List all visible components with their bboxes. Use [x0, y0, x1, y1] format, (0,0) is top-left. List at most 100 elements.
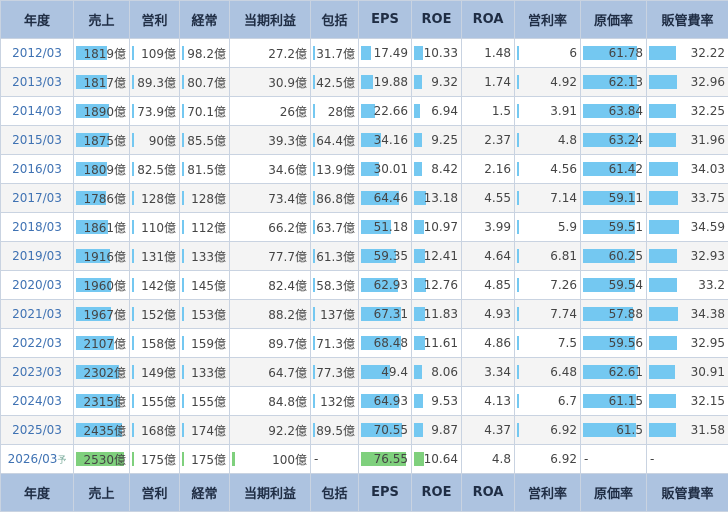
- cell-opm: 4.8: [515, 126, 581, 155]
- year-label[interactable]: 2019/03: [12, 249, 62, 263]
- header-net-income[interactable]: 当期利益: [230, 1, 311, 39]
- cell-value: 5.9: [558, 220, 577, 234]
- year-link[interactable]: 2021/03: [1, 300, 74, 329]
- cell-value: 34.59: [691, 220, 725, 234]
- year-link[interactable]: 2017/03: [1, 184, 74, 213]
- value-bar: [361, 46, 371, 60]
- value-bar: [313, 46, 315, 60]
- value-bar: [313, 336, 315, 350]
- year-label[interactable]: 2020/03: [12, 278, 62, 292]
- footer-comprehensive-income[interactable]: 包括: [311, 474, 359, 512]
- year-link[interactable]: 2022/03: [1, 329, 74, 358]
- year-link[interactable]: 2015/03: [1, 126, 74, 155]
- footer-net-income[interactable]: 当期利益: [230, 474, 311, 512]
- header-comprehensive-income[interactable]: 包括: [311, 1, 359, 39]
- value-bar: [517, 307, 519, 321]
- cell-cost: 59.54: [581, 271, 647, 300]
- cell-net: 73.4億: [230, 184, 311, 213]
- year-link[interactable]: 2016/03: [1, 155, 74, 184]
- year-link[interactable]: 2018/03: [1, 213, 74, 242]
- cell-sales: 2435億: [74, 416, 130, 445]
- year-label[interactable]: 2016/03: [12, 162, 62, 176]
- cell-eps: 17.49: [359, 39, 412, 68]
- cell-value: 66.2億: [268, 221, 307, 235]
- year-label[interactable]: 2015/03: [12, 133, 62, 147]
- footer-operating-profit[interactable]: 営利: [130, 474, 180, 512]
- cell-value: 61.78: [609, 46, 643, 60]
- year-link[interactable]: 2012/03: [1, 39, 74, 68]
- cell-sga: 33.2: [647, 271, 728, 300]
- footer-operating-margin[interactable]: 営利率: [515, 474, 581, 512]
- cell-value: 10.97: [424, 220, 458, 234]
- cell-roe: 9.32: [412, 68, 462, 97]
- value-bar: [132, 336, 134, 350]
- year-label[interactable]: 2023/03: [12, 365, 62, 379]
- header-sales[interactable]: 売上: [74, 1, 130, 39]
- header-eps[interactable]: EPS: [359, 1, 412, 39]
- footer-ordinary-profit[interactable]: 経常: [180, 474, 230, 512]
- cell-roe: 10.33: [412, 39, 462, 68]
- cell-value: -: [314, 452, 318, 466]
- cell-comp: 64.4億: [311, 126, 359, 155]
- cell-sga: 32.95: [647, 329, 728, 358]
- header-year[interactable]: 年度: [1, 1, 74, 39]
- header-operating-margin[interactable]: 営利率: [515, 1, 581, 39]
- cell-value: 90億: [149, 134, 176, 148]
- cell-value: 2.37: [484, 133, 511, 147]
- cell-value: 142億: [141, 279, 176, 293]
- cell-comp: 31.7億: [311, 39, 359, 68]
- year-link[interactable]: 2025/03: [1, 416, 74, 445]
- header-roa[interactable]: ROA: [462, 1, 515, 39]
- footer-year[interactable]: 年度: [1, 474, 74, 512]
- value-bar: [313, 191, 315, 205]
- value-bar: [132, 423, 134, 437]
- cell-cost: 61.5: [581, 416, 647, 445]
- footer-sales[interactable]: 売上: [74, 474, 130, 512]
- footer-roe[interactable]: ROE: [412, 474, 462, 512]
- year-label[interactable]: 2012/03: [12, 46, 62, 60]
- year-label[interactable]: 2025/03: [12, 423, 62, 437]
- cell-value: 61.42: [609, 162, 643, 176]
- cell-opm: 6.92: [515, 445, 581, 474]
- year-label[interactable]: 2013/03: [12, 75, 62, 89]
- value-bar: [313, 133, 315, 147]
- year-label[interactable]: 2022/03: [12, 336, 62, 350]
- year-label[interactable]: 2021/03: [12, 307, 62, 321]
- year-link[interactable]: 2026/03予: [1, 445, 74, 474]
- value-bar: [182, 75, 184, 89]
- cell-comp: 89.5億: [311, 416, 359, 445]
- year-label[interactable]: 2024/03: [12, 394, 62, 408]
- cell-value: 1967億: [83, 308, 126, 322]
- footer-sga-ratio[interactable]: 販管費率: [647, 474, 728, 512]
- year-link[interactable]: 2013/03: [1, 68, 74, 97]
- year-label[interactable]: 2018/03: [12, 220, 62, 234]
- cell-value: 6: [569, 46, 577, 60]
- header-cost-ratio[interactable]: 原価率: [581, 1, 647, 39]
- cell-value: 8.06: [431, 365, 458, 379]
- header-roe[interactable]: ROE: [412, 1, 462, 39]
- header-ordinary-profit[interactable]: 経常: [180, 1, 230, 39]
- footer-eps[interactable]: EPS: [359, 474, 412, 512]
- cell-net: 39.3億: [230, 126, 311, 155]
- cell-sga: 34.03: [647, 155, 728, 184]
- year-link[interactable]: 2014/03: [1, 97, 74, 126]
- footer-cost-ratio[interactable]: 原価率: [581, 474, 647, 512]
- value-bar: [517, 423, 519, 437]
- year-link[interactable]: 2023/03: [1, 358, 74, 387]
- year-link[interactable]: 2019/03: [1, 242, 74, 271]
- year-link[interactable]: 2024/03: [1, 387, 74, 416]
- cell-value: 1875億: [83, 134, 126, 148]
- year-link[interactable]: 2020/03: [1, 271, 74, 300]
- value-bar: [182, 278, 184, 292]
- header-sga-ratio[interactable]: 販管費率: [647, 1, 728, 39]
- year-label[interactable]: 2017/03: [12, 191, 62, 205]
- year-label[interactable]: 2014/03: [12, 104, 62, 118]
- value-bar: [361, 75, 373, 89]
- year-label[interactable]: 2026/03: [8, 452, 58, 466]
- cell-value: 4.85: [484, 278, 511, 292]
- value-bar: [182, 133, 184, 147]
- footer-roa[interactable]: ROA: [462, 474, 515, 512]
- value-bar: [313, 75, 315, 89]
- header-operating-profit[interactable]: 営利: [130, 1, 180, 39]
